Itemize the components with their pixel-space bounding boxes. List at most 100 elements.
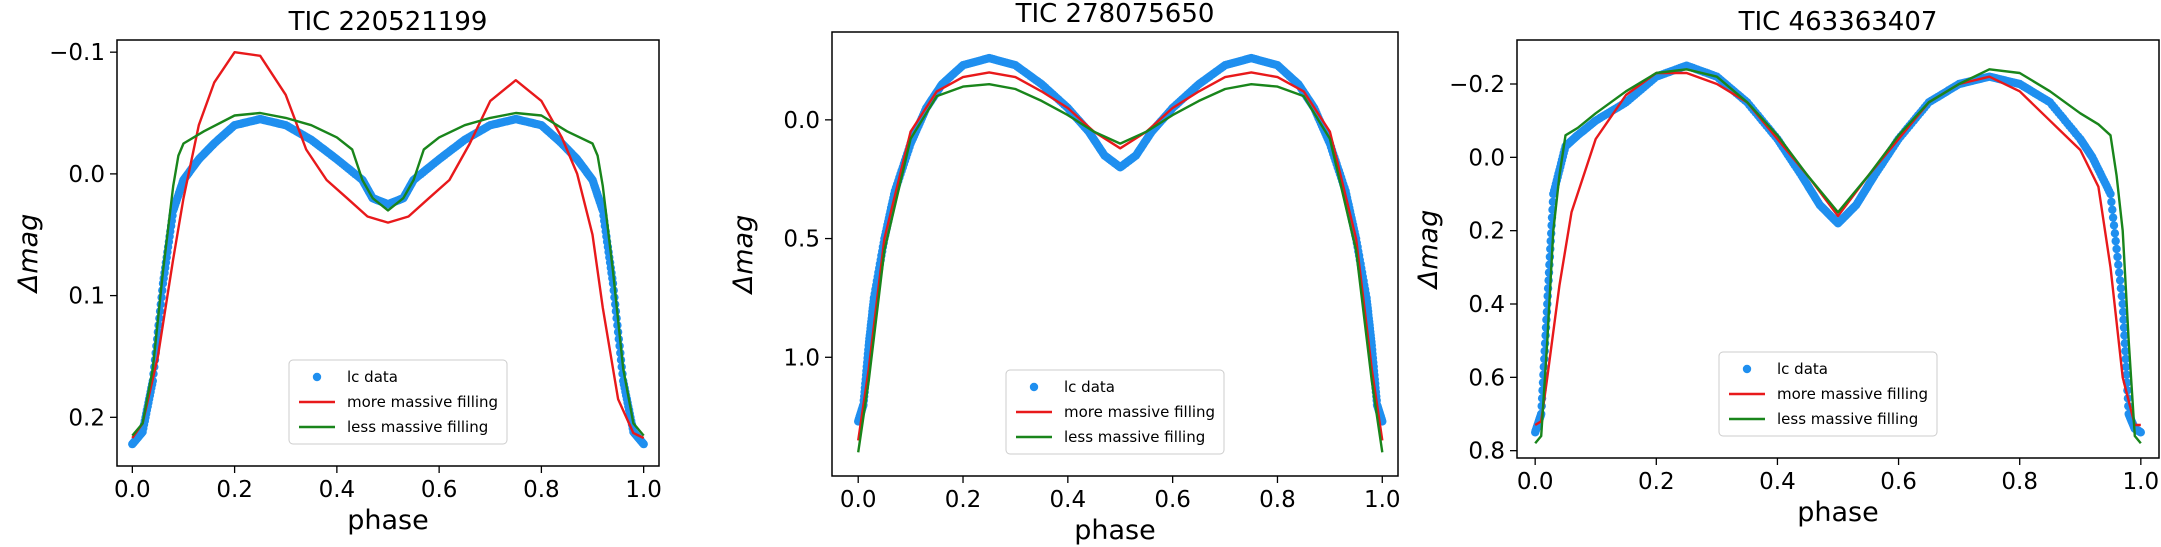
x-tick-label: 1.0: [2123, 469, 2160, 495]
x-tick-label: 0.4: [319, 477, 356, 503]
legend-box: [1718, 351, 1938, 437]
data-point: [2118, 299, 2127, 309]
data-point: [2115, 276, 2125, 285]
plot-frame: [116, 39, 660, 467]
data-point: [2115, 268, 2124, 277]
plot-frame: [831, 31, 1399, 477]
legend-label: more massive filling: [1064, 403, 1215, 421]
data-point: [2113, 252, 2122, 262]
x-tick-label: 0.2: [1638, 469, 1675, 495]
data-points-series: [128, 114, 648, 449]
chart-panel-3: 0.0 0.2 0.4 0.6 0.8 1.0 −0.2 0.0 0.2 0.4 0.6 0.8 TIC…: [1413, 7, 2160, 528]
data-point: [2121, 362, 2131, 372]
legend-label: less massive filling: [1777, 410, 1918, 428]
x-tick-label: 0.4: [1050, 487, 1087, 513]
data-point: [2112, 244, 2121, 254]
data-point: [2111, 236, 2120, 246]
data-point: [2136, 428, 2145, 437]
legend-label: less massive filling: [347, 418, 488, 436]
more-massive-filling-line: [857, 71, 1384, 441]
plot-frame: [1516, 39, 2160, 459]
x-tick-label: 0.6: [1154, 487, 1191, 513]
x-tick-label: 0.0: [840, 487, 877, 513]
x-axis-label: phase: [1797, 497, 1878, 528]
less-massive-filling-line: [1534, 68, 2142, 445]
y-tick-label: 1.0: [783, 345, 820, 371]
chart-panel-1: 0.0 0.2 0.4 0.6 0.8 1.0 −0.1 0.0 0.1 0.2 TIC 22052…: [13, 7, 662, 536]
data-point: [2119, 323, 2129, 332]
data-point: [2122, 370, 2131, 379]
x-tick-label: 0.4: [1759, 469, 1796, 495]
y-tick-label: −0.2: [1449, 72, 1505, 98]
legend-label: less massive filling: [1064, 428, 1205, 446]
data-point: [2121, 354, 2130, 364]
less-massive-filling-line: [131, 111, 645, 437]
y-axis-label: Δmag: [13, 214, 44, 294]
legend-marker-lc-data: [1742, 364, 1752, 374]
data-point: [2114, 260, 2123, 269]
data-point: [2118, 307, 2128, 317]
x-tick-label: 0.8: [2001, 469, 2038, 495]
chart-title: TIC 278075650: [1015, 0, 1215, 29]
legend: lc data more massive filling less massive …: [1005, 369, 1225, 455]
legend-label: lc data: [1064, 378, 1115, 396]
x-tick-label: 1.0: [1364, 487, 1401, 513]
data-point: [1548, 197, 1558, 207]
y-tick-label: 0.1: [68, 284, 105, 310]
data-point: [2109, 221, 2119, 230]
legend: lc data more massive filling less massive …: [1718, 351, 1938, 437]
y-tick-label: 0.0: [783, 108, 820, 134]
chart-title: TIC 220521199: [288, 7, 488, 37]
data-point: [2116, 284, 2126, 293]
x-tick-label: 0.0: [114, 477, 151, 503]
x-axis-label: phase: [347, 505, 428, 536]
legend-label: lc data: [1777, 360, 1828, 378]
y-tick-label: 0.2: [1468, 219, 1505, 245]
x-axis-label: phase: [1074, 515, 1155, 546]
y-tick-label: 0.2: [68, 405, 105, 431]
more-massive-filling-line: [131, 51, 645, 440]
more-massive-filling-line: [1534, 71, 2141, 427]
chart-panels: 0.0 0.2 0.4 0.6 0.8 1.0 −0.1 0.0 0.1 0.2 TIC 22052…: [13, 0, 2160, 546]
y-tick-label: 0.6: [1468, 365, 1505, 391]
x-tick-label: 0.8: [523, 477, 560, 503]
data-point: [2120, 339, 2129, 348]
legend-label: more massive filling: [347, 393, 498, 411]
data-point: [2119, 315, 2128, 324]
x-tick-label: 0.6: [421, 477, 458, 503]
legend-box: [1005, 369, 1225, 455]
data-point: [2106, 189, 2115, 199]
y-tick-label: 0.8: [1468, 439, 1505, 465]
data-point: [2110, 229, 2120, 238]
data-point: [639, 439, 648, 449]
legend-box: [288, 359, 508, 445]
data-point: [2121, 346, 2130, 356]
y-axis-label: Δmag: [728, 215, 759, 295]
x-tick-label: 0.2: [216, 477, 253, 503]
y-axis-label: Δmag: [1413, 210, 1444, 290]
data-point: [2108, 205, 2117, 214]
x-tick-label: 0.2: [945, 487, 982, 513]
x-tick-label: 0.8: [1259, 487, 1296, 513]
legend-label: lc data: [347, 368, 398, 386]
data-point: [2108, 213, 2118, 222]
chart-panel-2: 0.0 0.2 0.4 0.6 0.8 1.0 0.0 0.5 1.0 TIC 278075650…: [728, 0, 1401, 546]
data-point: [2117, 291, 2126, 301]
y-tick-label: 0.0: [68, 162, 105, 188]
legend-label: more massive filling: [1777, 385, 1928, 403]
data-point: [2107, 197, 2116, 207]
y-tick-label: 0.0: [1468, 145, 1505, 171]
y-tick-label: 0.4: [1468, 292, 1505, 318]
x-tick-label: 0.6: [1880, 469, 1917, 495]
y-tick-label: 0.5: [783, 227, 820, 253]
x-tick-label: 1.0: [625, 477, 662, 503]
legend-marker-lc-data: [1029, 382, 1039, 392]
y-tick-label: −0.1: [49, 40, 105, 66]
legend-marker-lc-data: [312, 372, 322, 382]
less-massive-filling-line: [857, 83, 1384, 453]
legend: lc data more massive filling less massive …: [288, 359, 508, 445]
chart-title: TIC 463363407: [1738, 7, 1938, 37]
data-point: [2120, 331, 2129, 340]
x-tick-label: 0.0: [1517, 469, 1554, 495]
